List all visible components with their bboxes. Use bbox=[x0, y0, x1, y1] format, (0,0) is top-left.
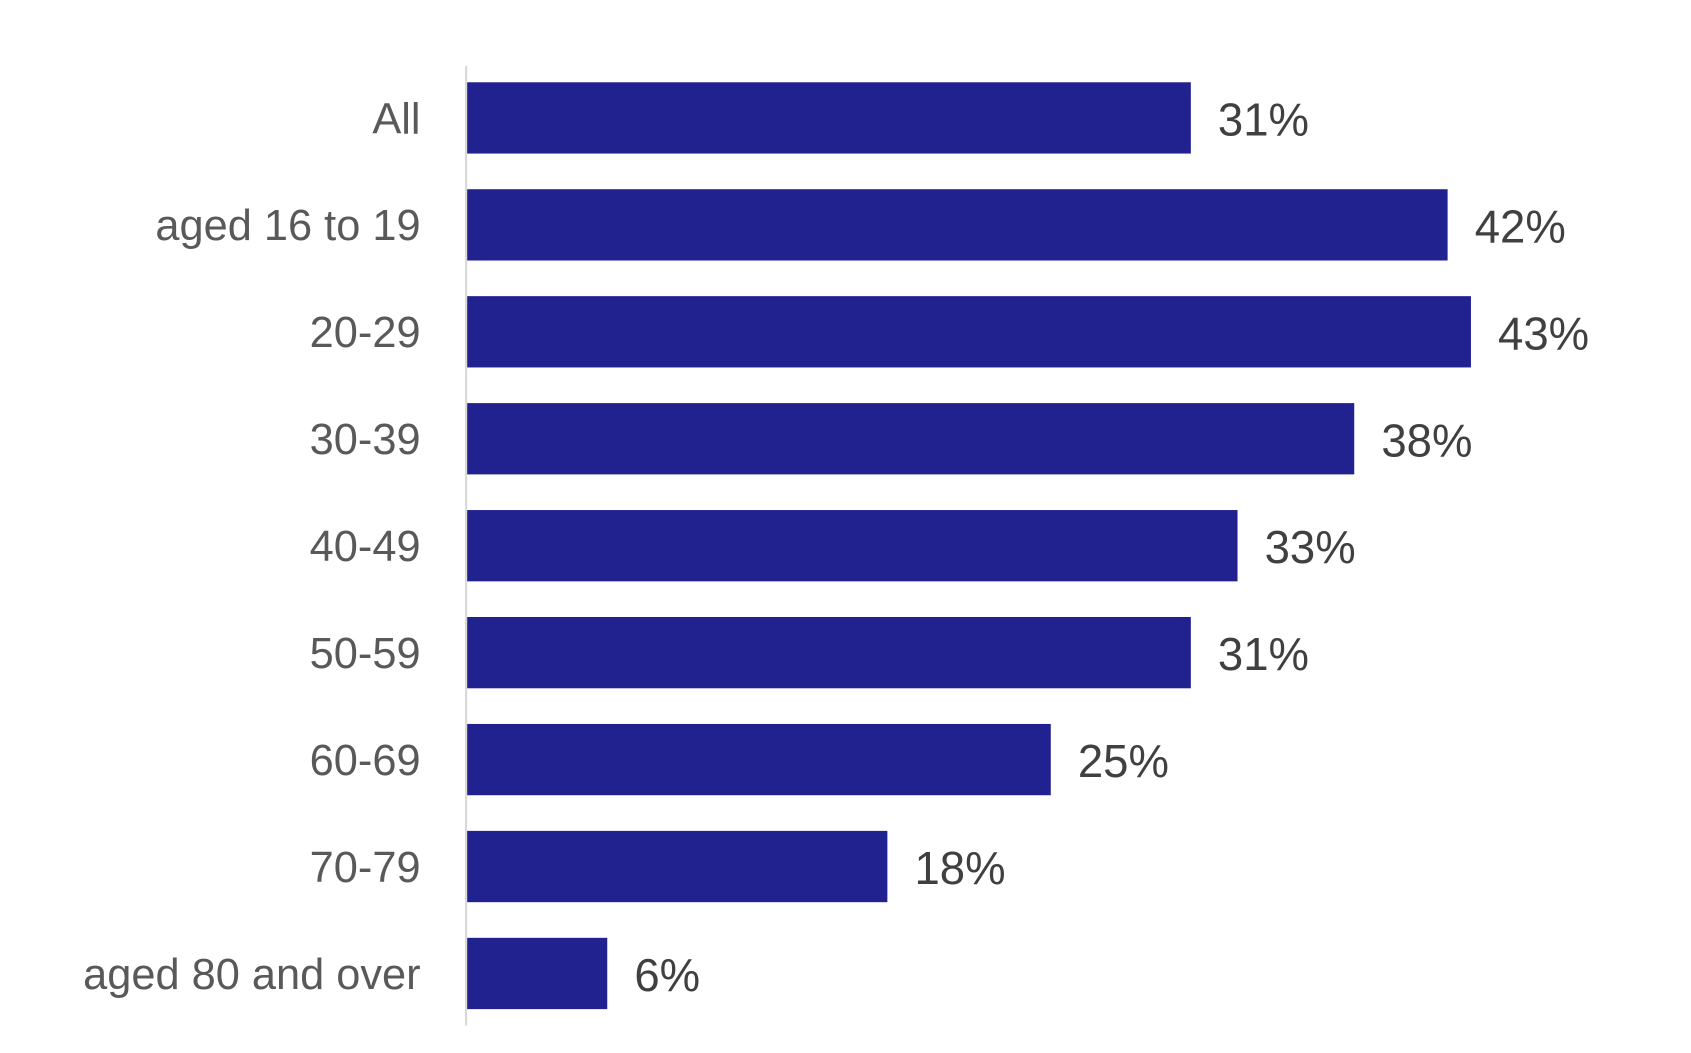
category-label: 20-29 bbox=[310, 309, 421, 357]
bar bbox=[467, 616, 1191, 689]
data-label: 33% bbox=[1265, 522, 1356, 573]
bar bbox=[467, 937, 608, 1010]
bar bbox=[467, 82, 1191, 154]
bar bbox=[467, 189, 1448, 261]
category-label: aged 80 and over bbox=[83, 951, 420, 999]
category-label: 70-79 bbox=[310, 844, 421, 892]
data-label: 38% bbox=[1381, 415, 1472, 466]
bar bbox=[467, 403, 1355, 475]
category-label: aged 16 to 19 bbox=[155, 202, 420, 250]
category-label: 30-39 bbox=[310, 416, 421, 464]
data-label: 43% bbox=[1498, 308, 1589, 359]
category-label: 60-69 bbox=[310, 737, 421, 785]
category-label: All bbox=[372, 95, 420, 143]
category-label: 50-59 bbox=[310, 630, 421, 678]
bar bbox=[467, 510, 1238, 582]
category-label: 40-49 bbox=[310, 523, 421, 571]
data-label: 31% bbox=[1218, 94, 1309, 145]
data-label: 31% bbox=[1218, 629, 1309, 680]
data-label: 18% bbox=[914, 843, 1005, 894]
bar bbox=[467, 296, 1471, 368]
data-label: 42% bbox=[1475, 201, 1566, 252]
data-label: 6% bbox=[634, 950, 700, 1001]
bar bbox=[467, 830, 888, 903]
data-label: 25% bbox=[1078, 736, 1169, 787]
bar bbox=[467, 723, 1051, 796]
